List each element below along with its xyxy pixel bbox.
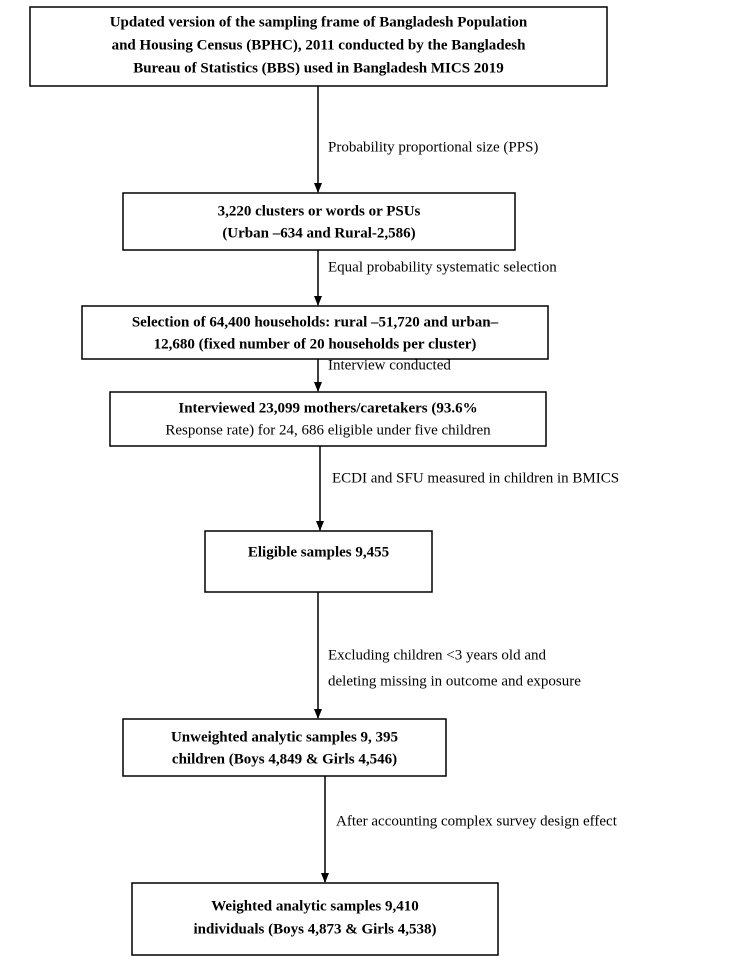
arrow-label: Equal probability systematic selection <box>328 259 557 275</box>
arrow-label: deleting missing in outcome and exposure <box>328 673 581 689</box>
box-text: 3,220 clusters or words or PSUs <box>218 203 421 219</box>
flow-box <box>29 6 608 87</box>
arrow-label: Probability proportional size (PPS) <box>328 139 538 155</box>
flow-box <box>81 305 549 360</box>
flow-box <box>109 391 547 447</box>
flow-box <box>122 192 516 251</box>
box-text: children (Boys 4,849 & Girls 4,546) <box>172 751 397 767</box>
box-text: Updated version of the sampling frame of… <box>110 14 528 30</box>
arrow-label: Interview conducted <box>328 357 451 373</box>
box-text: and Housing Census (BPHC), 2011 conducte… <box>112 37 526 53</box>
box-text: individuals (Boys 4,873 & Girls 4,538) <box>194 921 437 937</box>
box-text: Response rate) for 24, 686 eligible unde… <box>165 422 491 438</box>
arrow-label: ECDI and SFU measured in children in BMI… <box>332 470 619 486</box>
box-text: Interviewed 23,099 mothers/caretakers (9… <box>178 400 477 416</box>
arrow-label: After accounting complex survey design e… <box>336 813 618 829</box>
flow-box <box>204 530 433 593</box>
box-text: 12,680 (fixed number of 20 households pe… <box>154 336 477 352</box>
flow-box <box>122 718 447 777</box>
box-text: Eligible samples 9,455 <box>248 544 389 560</box>
box-text: Selection of 64,400 households: rural –5… <box>132 314 499 330</box>
arrow-label: Excluding children <3 years old and <box>328 647 546 663</box>
box-text: (Urban –634 and Rural-2,586) <box>222 225 415 241</box>
box-text: Bureau of Statistics (BBS) used in Bangl… <box>133 60 504 76</box>
box-text: Weighted analytic samples 9,410 <box>211 898 419 914</box>
box-text: Unweighted analytic samples 9, 395 <box>171 729 398 745</box>
flow-box <box>131 882 499 956</box>
